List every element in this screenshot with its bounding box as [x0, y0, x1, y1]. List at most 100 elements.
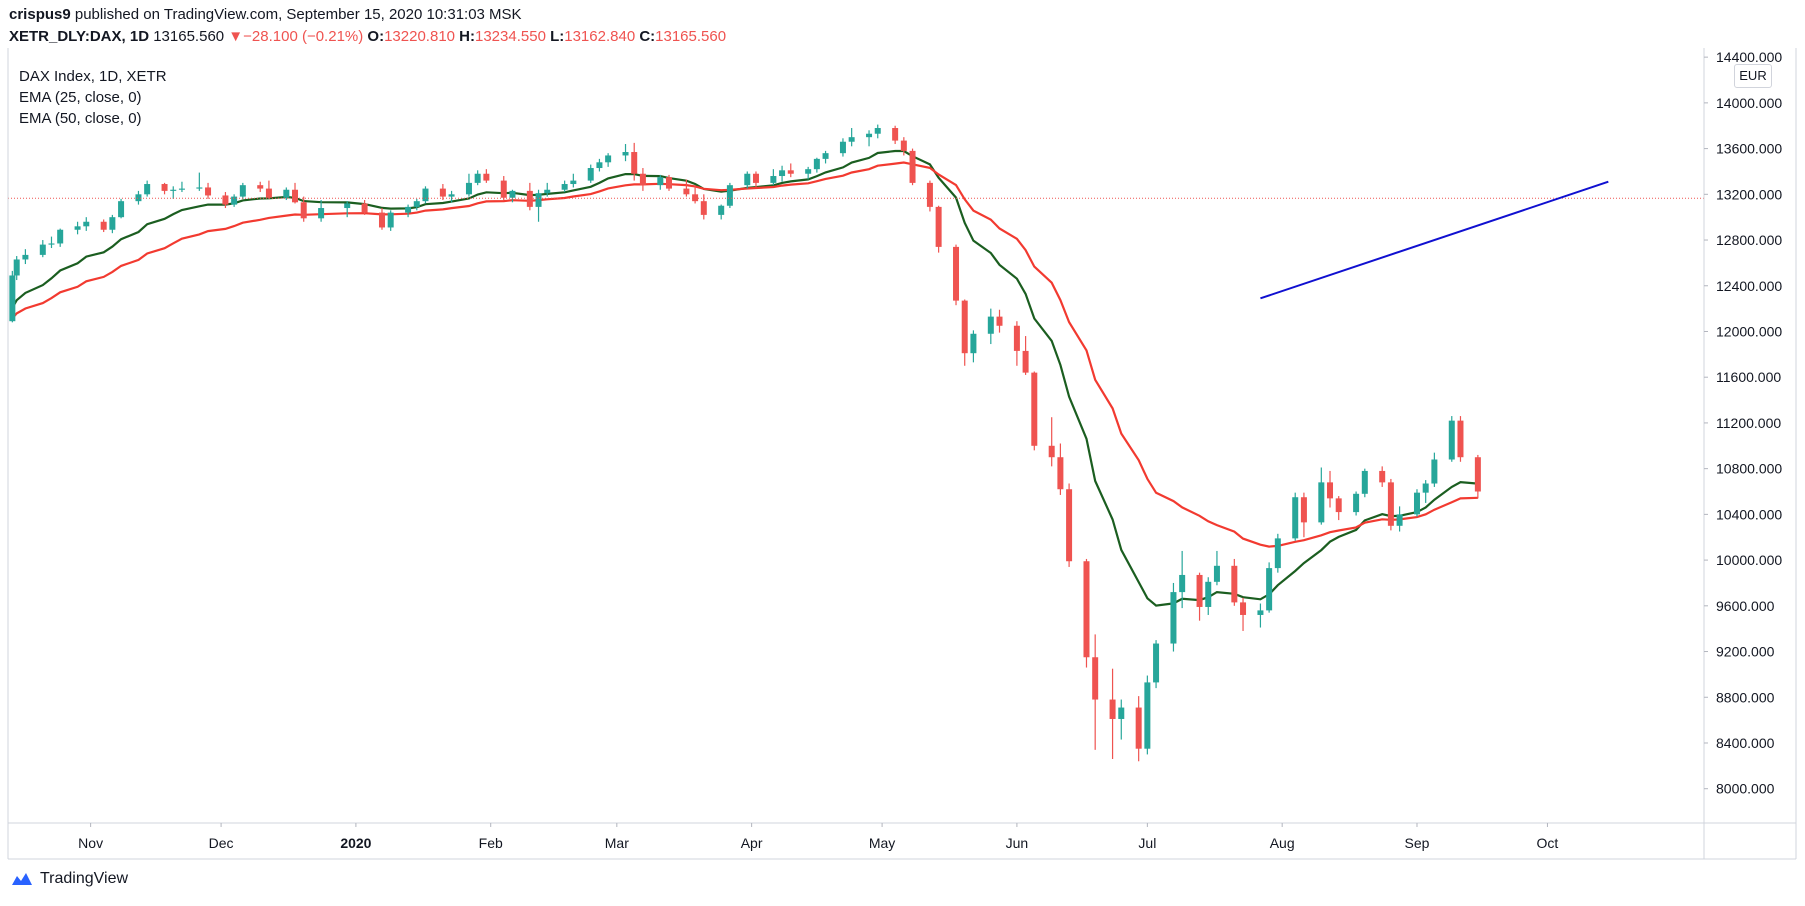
- candle: [961, 299, 968, 366]
- candle-body: [135, 194, 142, 202]
- candle-body: [13, 259, 20, 276]
- x-tick-label: 2020: [340, 835, 371, 851]
- candle: [161, 182, 168, 195]
- candle-body: [474, 173, 481, 183]
- y-tick-label: 10000.000: [1716, 552, 1782, 568]
- legend-ema25[interactable]: EMA (25, close, 0): [19, 89, 142, 106]
- candle: [1092, 634, 1099, 750]
- candle: [1335, 496, 1342, 521]
- candle-body: [1266, 568, 1273, 611]
- candle-body: [378, 212, 385, 228]
- candle: [683, 179, 690, 197]
- candle: [726, 182, 733, 209]
- candle-body: [1292, 497, 1299, 539]
- candle-body: [257, 185, 264, 189]
- candle-body: [1353, 493, 1360, 513]
- published-text: published on TradingView.com, September …: [74, 6, 522, 23]
- candle: [1083, 558, 1090, 668]
- candle-body: [170, 189, 177, 191]
- y-tick-label: 13200.000: [1716, 186, 1782, 202]
- candle-body: [118, 201, 125, 218]
- y-tick-label: 9600.000: [1716, 598, 1775, 614]
- candle-body: [57, 229, 64, 244]
- candle: [265, 180, 272, 199]
- candle: [996, 309, 1003, 333]
- candle-body: [587, 168, 594, 181]
- price-chart[interactable]: 8000.000 8400.000 8800.000 9200.000 9600.000…: [0, 0, 1805, 865]
- candle: [361, 200, 368, 215]
- symbol-info-line: XETR_DLY:DAX, 1D 13165.560 ▼−28.100 (−0.…: [9, 28, 726, 45]
- candle: [1300, 492, 1307, 538]
- candle: [866, 130, 873, 147]
- candle: [1066, 483, 1073, 567]
- candle-body: [535, 193, 542, 207]
- candle-body: [805, 169, 812, 174]
- candle-body: [822, 153, 829, 159]
- candle: [439, 184, 446, 201]
- candle: [422, 186, 429, 204]
- candle-body: [448, 194, 455, 197]
- candle: [1327, 470, 1334, 508]
- candle: [848, 128, 855, 147]
- candle-body: [700, 201, 707, 215]
- candle-body: [1196, 574, 1203, 607]
- candle-body: [231, 196, 238, 205]
- y-tick-label: 12400.000: [1716, 278, 1782, 294]
- candle-body: [961, 300, 968, 354]
- y-tick-label: 10800.000: [1716, 461, 1782, 477]
- open-value: 13220.810: [384, 28, 455, 45]
- candle-body: [300, 202, 307, 219]
- tradingview-logo[interactable]: TradingView: [9, 870, 128, 888]
- legend-ema50[interactable]: EMA (50, close, 0): [19, 110, 142, 127]
- candle-body: [439, 188, 446, 197]
- y-tick-label: 10400.000: [1716, 506, 1782, 522]
- candle: [605, 153, 612, 167]
- candle: [1274, 533, 1281, 573]
- y-tick-label: 12000.000: [1716, 323, 1782, 339]
- candle: [666, 174, 673, 191]
- candle-body: [265, 188, 272, 198]
- candle-body: [483, 173, 490, 181]
- candle-body: [205, 187, 212, 196]
- publisher-name[interactable]: crispus9: [9, 6, 71, 23]
- candle-body: [744, 173, 751, 186]
- candle-body: [909, 150, 916, 183]
- x-tick-label: Jun: [1006, 835, 1029, 851]
- tradingview-cloud-icon: [12, 873, 32, 885]
- candle-body: [1431, 459, 1438, 484]
- candle-body: [692, 194, 699, 202]
- trendline[interactable]: [1260, 180, 1609, 300]
- x-tick-label: Nov: [78, 835, 103, 851]
- candle-body: [1092, 657, 1099, 700]
- candle-body: [935, 206, 942, 247]
- candle-body: [1387, 482, 1394, 526]
- candle: [100, 219, 107, 233]
- candle-body: [1422, 483, 1429, 493]
- candle: [874, 124, 881, 139]
- currency-button[interactable]: EUR: [1734, 64, 1772, 88]
- candle: [109, 214, 116, 234]
- price-change: −28.100 (−0.21%): [243, 28, 364, 45]
- candle: [1057, 443, 1064, 495]
- candle-body: [1379, 470, 1386, 483]
- candle: [483, 169, 490, 183]
- candle-body: [292, 189, 299, 203]
- candle: [9, 270, 16, 323]
- last-price: 13165.560: [153, 28, 225, 45]
- candle-body: [405, 206, 412, 213]
- legend-main-series[interactable]: DAX Index, 1D, XETR: [19, 68, 167, 85]
- ema50-line[interactable]: [11, 161, 1478, 548]
- x-tick-label: Feb: [479, 835, 503, 851]
- candle-body: [318, 208, 325, 219]
- candle: [1231, 558, 1238, 606]
- candle: [405, 204, 412, 218]
- candle: [935, 205, 942, 253]
- candle-body: [48, 243, 55, 245]
- ema25-line[interactable]: [11, 149, 1478, 607]
- candle-body: [178, 188, 185, 190]
- candle: [622, 144, 629, 162]
- candle: [639, 168, 646, 191]
- candle: [813, 157, 820, 173]
- candle-body: [526, 190, 533, 207]
- open-label: O:: [367, 28, 385, 45]
